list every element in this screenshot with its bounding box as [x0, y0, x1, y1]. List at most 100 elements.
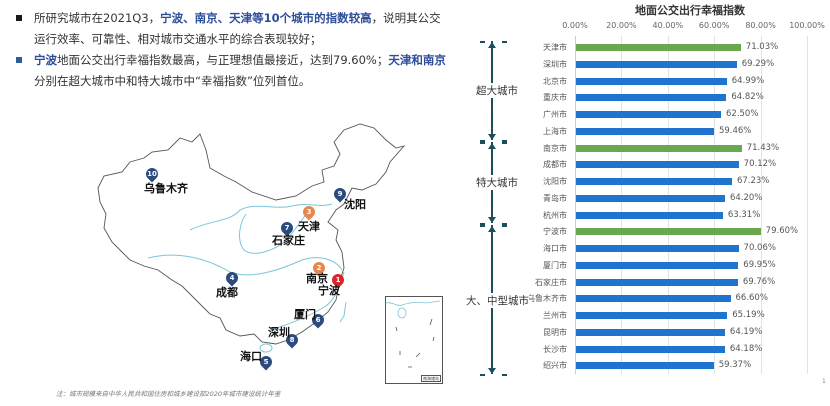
arrow-down-icon: [488, 217, 496, 224]
bar[interactable]: [576, 77, 727, 85]
category-label: 天津市: [543, 43, 567, 52]
bar[interactable]: [576, 312, 728, 319]
x-tick-label: 40.00%: [652, 21, 684, 30]
chart-title: 地面公交出行幸福指数: [635, 4, 745, 17]
category-label: 海口市: [543, 244, 567, 253]
value-label: 70.06%: [743, 243, 776, 253]
x-tick-label: 60.00%: [698, 21, 730, 30]
city-label-shenyang: 沈阳: [344, 198, 366, 211]
bar[interactable]: [576, 228, 761, 236]
bar[interactable]: [576, 161, 739, 169]
group-label: 超大城市: [476, 83, 518, 99]
bar[interactable]: [576, 194, 725, 202]
china-outline-icon: [97, 123, 406, 353]
gridline: [714, 36, 716, 374]
bracket-dash: [502, 225, 507, 228]
map-pin-10[interactable]: 10: [143, 165, 161, 183]
bracket-dash: [480, 223, 485, 226]
value-label: 69.76%: [742, 276, 776, 287]
value-label: 65.19%: [732, 310, 765, 320]
category-label: 杭州市: [543, 210, 567, 220]
value-label: 63.31%: [727, 209, 761, 220]
x-tick-label: 20.00%: [606, 21, 637, 30]
body-text: 分别在超大城市中和特大城市中“幸福指数”位列首位。: [34, 74, 311, 88]
category-label: 长沙市: [543, 344, 567, 354]
value-label: 71.03%: [745, 42, 779, 52]
value-label: 69.29%: [741, 58, 775, 69]
category-label: 深圳市: [543, 59, 567, 69]
bracket-dash: [480, 41, 485, 43]
bar[interactable]: [576, 60, 737, 68]
gridline: [667, 36, 669, 374]
highlight-text: 宁波: [34, 53, 57, 67]
bracket-dash: [480, 374, 485, 376]
category-label: 昆明市: [543, 327, 567, 337]
x-tick-label: 100.00%: [789, 21, 825, 30]
category-label: 广州市: [543, 110, 567, 119]
map-pin-5[interactable]: 5: [257, 353, 275, 371]
bracket-dash: [502, 41, 507, 43]
gridline: [621, 36, 623, 374]
category-label: 石家庄市: [535, 277, 567, 287]
inset-label: 南海诸岛: [421, 375, 441, 382]
category-label: 绍兴市: [543, 361, 567, 371]
bracket-dash: [480, 139, 485, 142]
bar[interactable]: [576, 144, 742, 152]
summary-bullets: 所研究城市在2021Q3，宁波、南京、天津等10个城市的指数较高，说明其公交运行…: [10, 8, 450, 92]
city-label-shenzhen: 深圳: [268, 326, 290, 339]
y-axis-line: [575, 36, 576, 374]
map-pin-8[interactable]: 8: [283, 331, 301, 349]
map-pin-4[interactable]: 4: [223, 269, 241, 287]
map-pin-6[interactable]: 6: [309, 311, 327, 329]
value-label: 69.95%: [743, 259, 776, 270]
bar[interactable]: [576, 111, 721, 118]
category-label: 乌鲁木齐市: [527, 294, 567, 304]
bar[interactable]: [576, 362, 714, 370]
map-pin-2[interactable]: 2: [310, 259, 328, 277]
bar[interactable]: [576, 94, 727, 102]
value-label: 64.20%: [729, 192, 763, 203]
footnote: 注：城市规模来自中华人民共和国住房和城乡建设部2020年城市建设统计年鉴: [56, 390, 281, 398]
highlight-text: 天津和南京: [388, 53, 446, 67]
body-text: ，说明其公交运行效率、可靠性、相对城市交通水平的综合表现较好；: [34, 11, 441, 46]
value-label: 64.99%: [731, 75, 765, 86]
bar[interactable]: [576, 278, 738, 286]
value-label: 64.82%: [731, 92, 764, 103]
bar[interactable]: [576, 211, 723, 219]
body-text: 地面公交出行幸福指数最高，与正理想值最接近，达到79.60%；: [57, 53, 389, 67]
value-label: 66.60%: [735, 293, 768, 304]
bracket-dash: [502, 223, 507, 226]
square-bullet-icon: [16, 57, 22, 63]
city-label-xiamen: 厦门: [294, 308, 316, 321]
value-label: 59.37%: [718, 360, 752, 371]
arrow-up-icon: [488, 226, 496, 233]
value-label: 79.60%: [765, 226, 799, 237]
x-tick-label: 0.00%: [562, 21, 588, 30]
x-tick-label: 80.00%: [745, 21, 776, 30]
city-label-shijiazhuang: 石家庄: [272, 234, 305, 247]
bracket-dash: [480, 141, 485, 144]
value-label: 71.43%: [746, 142, 780, 153]
bar[interactable]: [576, 127, 714, 135]
map-pin-1[interactable]: 1: [329, 271, 347, 289]
bar[interactable]: [576, 261, 739, 269]
category-label: 重庆市: [543, 93, 567, 103]
body-text: 所研究城市在2021Q3，: [34, 11, 161, 25]
bar[interactable]: [576, 245, 739, 252]
value-label: 62.50%: [726, 109, 759, 119]
gridline: [807, 36, 808, 374]
bar[interactable]: [576, 44, 741, 51]
bar[interactable]: [576, 328, 725, 336]
arrow-down-icon: [488, 368, 496, 374]
category-label: 兰州市: [543, 311, 567, 320]
bar[interactable]: [576, 345, 725, 353]
bar[interactable]: [576, 295, 731, 303]
map-pin-3[interactable]: 3: [300, 203, 318, 221]
map-pin-7[interactable]: 7: [278, 219, 296, 237]
map-pin-9[interactable]: 9: [331, 185, 349, 203]
category-label: 沈阳市: [543, 177, 567, 186]
bracket-dash: [502, 374, 507, 376]
category-label: 青岛市: [543, 193, 567, 203]
bar[interactable]: [576, 178, 732, 185]
bracket-dash: [480, 225, 485, 228]
